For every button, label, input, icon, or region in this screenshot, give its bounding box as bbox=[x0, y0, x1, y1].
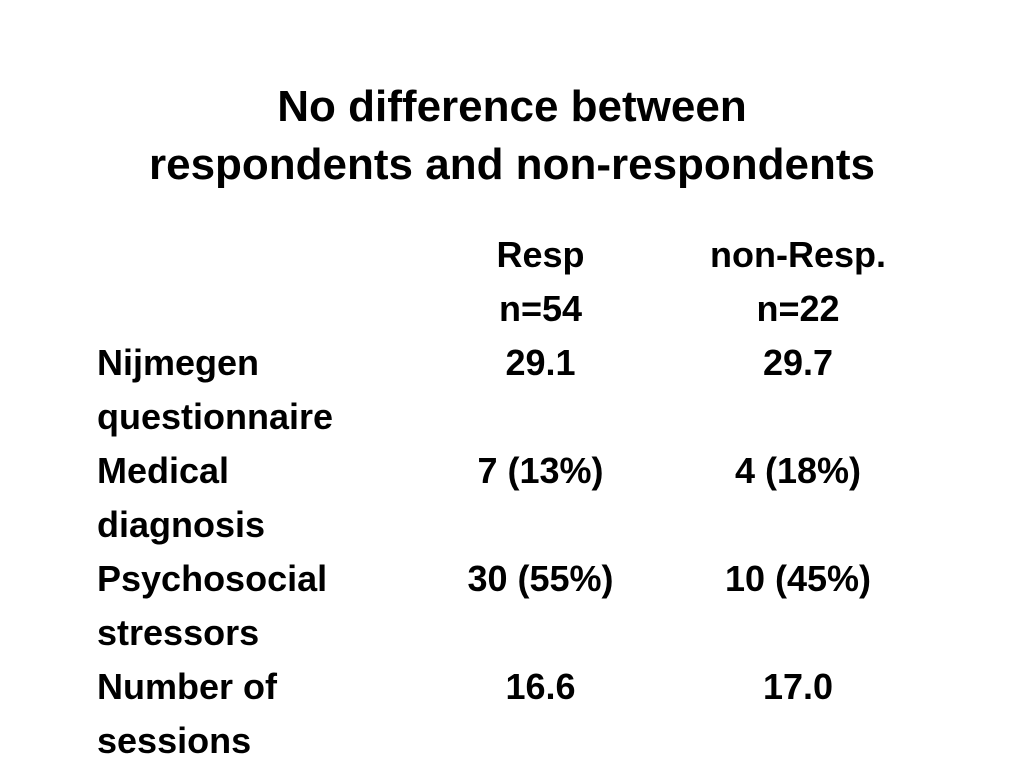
resp-value: 16.6 bbox=[505, 666, 576, 707]
comparison-table: Resp n=54 non-Resp. n=22 Nijmegen questi… bbox=[97, 228, 957, 768]
title-line-2: respondents and non-respondents bbox=[148, 140, 876, 189]
resp-value: 30 (55%) bbox=[467, 558, 614, 599]
header-non-resp: non-Resp. n=22 bbox=[639, 228, 957, 336]
row-label: Psychosocial stressors bbox=[97, 552, 442, 660]
non-resp-value: 4 (18%) bbox=[734, 450, 862, 491]
header-empty-cell bbox=[97, 228, 442, 336]
table-row: Number of sessions 16.6 17.0 bbox=[97, 660, 957, 768]
table-row: Medical diagnosis 7 (13%) 4 (18%) bbox=[97, 444, 957, 552]
row-label-line-1: Medical bbox=[97, 450, 230, 491]
header-non-resp-label: non-Resp. bbox=[710, 234, 886, 275]
non-resp-value: 10 (45%) bbox=[724, 558, 872, 599]
table-header-row: Resp n=54 non-Resp. n=22 bbox=[97, 228, 957, 336]
resp-value: 7 (13%) bbox=[477, 450, 604, 491]
row-label-line-2: diagnosis bbox=[97, 504, 266, 545]
non-resp-value: 17.0 bbox=[762, 666, 834, 707]
header-non-resp-n: n=22 bbox=[756, 288, 840, 329]
row-label: Medical diagnosis bbox=[97, 444, 442, 552]
row-label-line-1: Psychosocial bbox=[97, 558, 328, 599]
header-resp-label: Resp bbox=[496, 234, 585, 275]
table-row: Nijmegen questionnaire 29.1 29.7 bbox=[97, 336, 957, 444]
resp-value: 29.1 bbox=[505, 342, 576, 383]
non-resp-value: 29.7 bbox=[762, 342, 834, 383]
row-label: Nijmegen questionnaire bbox=[97, 336, 442, 444]
row-label: Number of sessions bbox=[97, 660, 442, 768]
table-row: Psychosocial stressors 30 (55%) 10 (45%) bbox=[97, 552, 957, 660]
header-resp: Resp n=54 bbox=[442, 228, 639, 336]
row-label-line-1: Nijmegen bbox=[97, 342, 260, 383]
row-label-line-2: stressors bbox=[97, 612, 260, 653]
row-label-line-1: Number of bbox=[97, 666, 277, 707]
title-line-1: No difference between bbox=[277, 82, 747, 131]
row-label-line-2: questionnaire bbox=[97, 396, 334, 437]
slide-title: No difference between respondents and no… bbox=[0, 78, 1024, 194]
row-label-line-2: sessions bbox=[97, 720, 252, 761]
header-resp-n: n=54 bbox=[498, 288, 583, 329]
